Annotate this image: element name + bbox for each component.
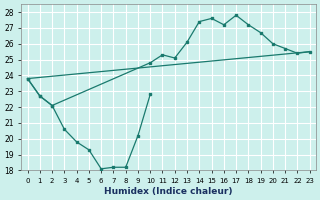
X-axis label: Humidex (Indice chaleur): Humidex (Indice chaleur) — [104, 187, 233, 196]
